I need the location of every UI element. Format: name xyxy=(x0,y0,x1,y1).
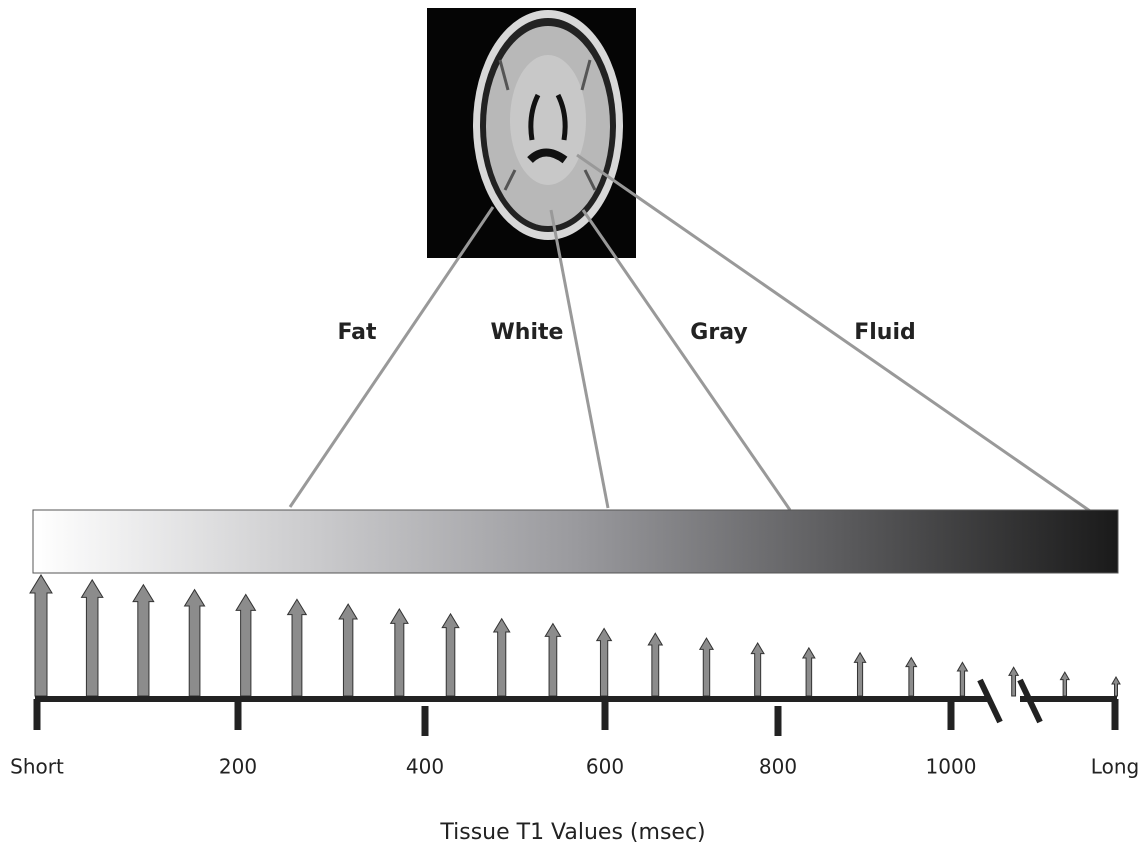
ticks xyxy=(33,699,1119,736)
tick-label: Short xyxy=(10,755,64,779)
tick-label: Long xyxy=(1091,755,1139,779)
arrow xyxy=(80,578,104,697)
arrows xyxy=(29,574,1121,697)
arrow xyxy=(750,642,765,697)
axis-title: Tissue T1 Values (msec) xyxy=(439,820,705,845)
arrow xyxy=(235,593,257,697)
arrow xyxy=(1059,671,1071,697)
arrow xyxy=(647,632,664,697)
arrow xyxy=(698,637,715,697)
arrow xyxy=(853,651,867,697)
arrow xyxy=(905,656,918,697)
tick-label: 1000 xyxy=(926,755,977,779)
arrow xyxy=(1008,666,1020,697)
tick-label: 400 xyxy=(406,755,444,779)
arrow xyxy=(389,608,409,697)
arrow xyxy=(441,612,460,697)
connector-lines xyxy=(288,153,1104,522)
tissue-label: Fluid xyxy=(854,320,916,345)
arrow xyxy=(1111,675,1121,697)
arrow xyxy=(595,627,613,697)
tick-label: 600 xyxy=(586,755,624,779)
arrow xyxy=(338,603,359,697)
tissue-label: Fat xyxy=(337,320,377,345)
arrow xyxy=(29,574,53,697)
arrow xyxy=(286,598,308,697)
tick-label: 800 xyxy=(759,755,797,779)
arrow xyxy=(544,622,562,697)
tissue-label: White xyxy=(491,320,564,345)
arrow xyxy=(132,583,155,697)
arrow xyxy=(956,661,969,697)
arrow xyxy=(492,617,511,697)
tick-label: 200 xyxy=(219,755,257,779)
axis xyxy=(35,678,1117,724)
arrow xyxy=(183,588,206,697)
gray-scale-bar xyxy=(32,509,1119,574)
tissue-label: Gray xyxy=(690,320,747,345)
brain-image xyxy=(427,8,636,258)
arrow xyxy=(801,646,816,697)
